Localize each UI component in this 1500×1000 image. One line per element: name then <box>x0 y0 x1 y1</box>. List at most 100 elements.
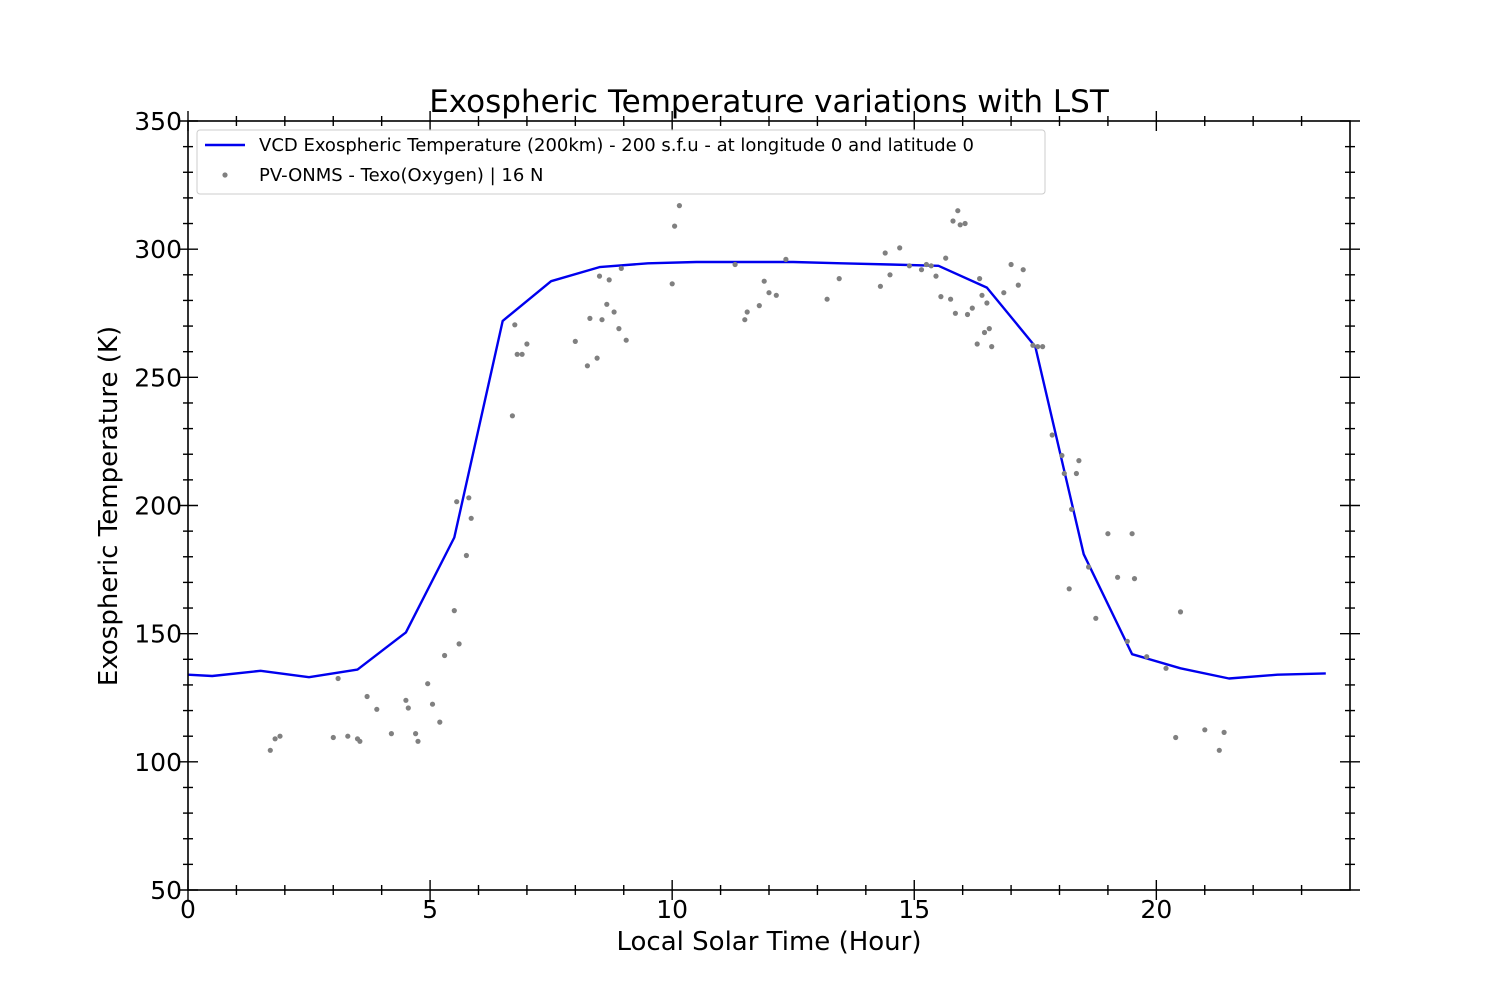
data-point <box>1131 576 1138 582</box>
data-point <box>1059 452 1065 459</box>
data-point <box>962 220 968 227</box>
data-point <box>836 276 842 282</box>
data-point <box>923 261 930 268</box>
y-tick-label: 50 <box>150 876 182 905</box>
data-point <box>1173 734 1179 741</box>
data-point <box>957 222 963 228</box>
data-point <box>1177 609 1184 615</box>
data-point <box>512 322 518 328</box>
data-point <box>948 296 954 302</box>
plot-data <box>187 203 1326 753</box>
data-point <box>1040 344 1046 350</box>
data-point <box>451 608 457 614</box>
data-point <box>277 733 283 739</box>
x-tick-label: 0 <box>180 895 196 924</box>
data-point <box>413 731 419 737</box>
data-point <box>1015 282 1021 288</box>
legend-label-pv-onms: PV-ONMS - Texo(Oxygen) | 16 N <box>259 165 543 186</box>
data-point <box>415 738 421 744</box>
data-point <box>766 290 772 296</box>
data-point <box>623 337 629 343</box>
data-point <box>519 351 525 357</box>
data-point <box>1221 729 1227 736</box>
data-point <box>928 263 934 269</box>
data-point <box>456 641 462 647</box>
x-axis-label: Local Solar Time (Hour) <box>617 927 922 957</box>
data-point <box>974 341 980 347</box>
data-point <box>955 208 961 214</box>
data-point <box>330 734 336 741</box>
data-point <box>572 338 578 344</box>
data-point <box>672 223 678 229</box>
y-tick-label: 100 <box>134 748 182 777</box>
data-point <box>1144 654 1150 660</box>
data-point <box>509 413 515 419</box>
data-point <box>425 681 431 687</box>
data-point <box>1129 531 1135 537</box>
y-tick-label: 250 <box>134 363 182 392</box>
data-point <box>981 329 988 336</box>
data-point <box>979 292 985 298</box>
data-point <box>1216 747 1222 753</box>
data-point <box>468 515 474 521</box>
data-point <box>887 272 893 278</box>
series-line-vcd <box>187 260 1326 680</box>
y-tick-label: 350 <box>134 107 182 136</box>
data-point <box>882 250 888 256</box>
data-point <box>1049 432 1055 438</box>
data-point <box>897 245 903 251</box>
y-axis-label: Exospheric Temperature (K) <box>94 326 124 686</box>
data-point <box>824 296 830 302</box>
data-point <box>524 341 530 347</box>
data-point <box>1105 531 1111 537</box>
y-tick-label: 200 <box>134 492 182 521</box>
data-point <box>950 218 956 224</box>
data-point <box>437 719 443 725</box>
data-point <box>742 317 748 323</box>
data-point <box>918 267 925 273</box>
data-point <box>403 697 409 703</box>
data-point <box>596 273 603 279</box>
data-point <box>1076 458 1082 464</box>
data-point <box>345 733 351 739</box>
data-point <box>405 705 411 711</box>
data-point <box>388 731 394 737</box>
data-point <box>969 305 975 311</box>
axis-ticks <box>178 111 1360 900</box>
data-point <box>1020 267 1026 273</box>
data-point <box>964 311 971 318</box>
data-point <box>594 355 600 361</box>
data-point <box>1086 564 1092 570</box>
data-point <box>1001 290 1007 296</box>
data-point <box>611 309 617 315</box>
data-point <box>676 203 683 209</box>
data-point <box>933 273 939 279</box>
data-point <box>1124 638 1130 645</box>
data-point <box>744 309 750 315</box>
legend: VCD Exospheric Temperature (200km) - 200… <box>196 129 1046 195</box>
data-point <box>938 294 944 300</box>
data-point <box>669 281 675 287</box>
data-point <box>335 675 341 682</box>
data-point <box>466 495 472 501</box>
data-point <box>906 263 913 269</box>
data-point <box>454 499 460 505</box>
chart-title: Exospheric Temperature variations with L… <box>429 84 1110 120</box>
data-point <box>1069 506 1075 512</box>
data-point <box>1163 665 1169 671</box>
data-point <box>877 283 884 289</box>
data-point <box>616 326 622 332</box>
data-point <box>514 351 520 357</box>
data-point <box>1073 470 1079 477</box>
data-point <box>618 265 624 271</box>
legend-box <box>196 129 1046 195</box>
y-tick-label: 150 <box>134 620 182 649</box>
data-point <box>584 363 591 369</box>
data-point <box>604 301 610 307</box>
data-point <box>463 552 469 559</box>
legend-marker-swatch <box>222 172 228 178</box>
data-point <box>977 276 983 282</box>
data-point <box>606 277 612 283</box>
x-tick-label: 10 <box>656 895 688 924</box>
